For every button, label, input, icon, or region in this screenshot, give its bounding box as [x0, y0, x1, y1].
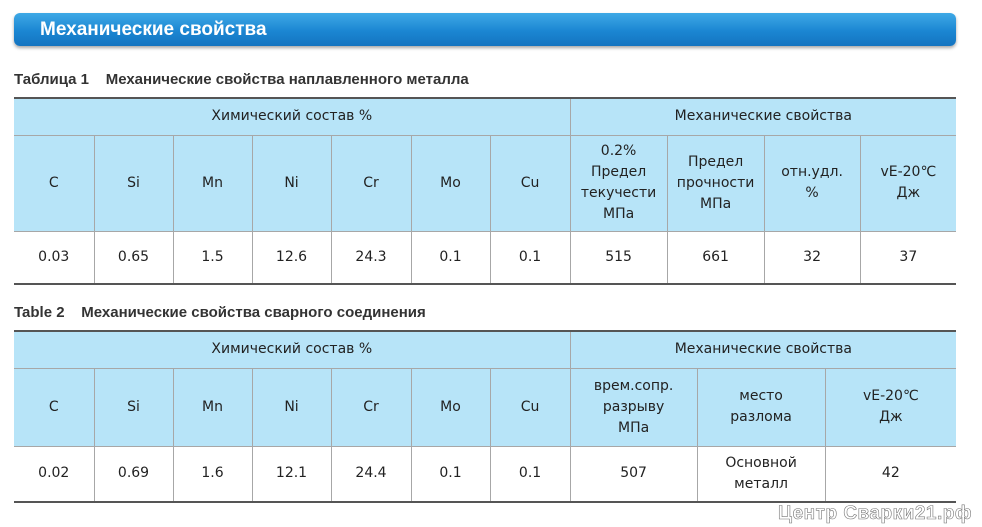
table2-mech-header: врем.сопр. разрыву МПа: [569, 367, 698, 447]
table2-group-row: Химический состав % Механические свойств…: [14, 330, 957, 369]
table1-cell: 661: [666, 230, 765, 285]
table1-cell: 37: [859, 230, 957, 285]
section-banner: Механические свойства: [14, 13, 956, 46]
table2-cell: 0.02: [14, 445, 95, 503]
table1-cell: 24.3: [330, 230, 412, 285]
table1-header-row: C Si Mn Ni Cr Mo Cu 0.2% Предел текучест…: [14, 134, 957, 232]
table2-mech-group-header: Механические свойства: [569, 330, 957, 369]
table1-caption: Таблица 1 Механические свойства наплавле…: [14, 71, 469, 88]
table2-cell: 0.1: [489, 445, 571, 503]
table2-cell: 507: [569, 445, 698, 503]
table1-cell: 1.5: [172, 230, 253, 285]
table1-cell: 0.03: [14, 230, 95, 285]
table1-chem-group-header: Химический состав %: [14, 97, 571, 136]
table2-header-row: C Si Mn Ni Cr Mo Cu врем.сопр. разрыву М…: [14, 367, 957, 447]
table1-col-header: Si: [93, 134, 174, 232]
table1-cell: 0.1: [489, 230, 571, 285]
table1-mech-group-header: Механические свойства: [569, 97, 957, 136]
table1-cell: 0.1: [410, 230, 491, 285]
table1-mech-header: отн.удл. %: [763, 134, 861, 232]
table1-col-header: Cr: [330, 134, 412, 232]
table1-col-header: Mn: [172, 134, 253, 232]
table2-data-row: 0.02 0.69 1.6 12.1 24.4 0.1 0.1 507 Осно…: [14, 445, 957, 503]
table2-cell: 0.1: [410, 445, 491, 503]
site-watermark: Центр Сварки21.рф: [777, 503, 972, 525]
table2-cell: Основной металл: [696, 445, 826, 503]
table1-cell: 0.65: [93, 230, 174, 285]
table2-cell: 1.6: [172, 445, 253, 503]
table1-cell: 515: [569, 230, 668, 285]
table2-col-header: Ni: [251, 367, 332, 447]
table2-chem-group-header: Химический состав %: [14, 330, 571, 369]
table2-cell: 12.1: [251, 445, 332, 503]
table2-col-header: C: [14, 367, 95, 447]
table1: Химический состав % Механические свойств…: [14, 97, 957, 285]
table1-mech-header: Предел прочности МПа: [666, 134, 765, 232]
table2-col-header: Cu: [489, 367, 571, 447]
table2-mech-header: vE-20℃ Дж: [824, 367, 957, 447]
table1-data-row: 0.03 0.65 1.5 12.6 24.3 0.1 0.1 515 661 …: [14, 230, 957, 285]
table2-col-header: Mo: [410, 367, 491, 447]
table1-cell: 12.6: [251, 230, 332, 285]
table2-cell: 24.4: [330, 445, 412, 503]
table1-col-header: Cu: [489, 134, 571, 232]
table2: Химический состав % Механические свойств…: [14, 330, 957, 503]
section-title: Механические свойства: [40, 19, 267, 40]
table2-mech-header: место разлома: [696, 367, 826, 447]
table2-cell: 0.69: [93, 445, 174, 503]
table1-mech-header: vE-20℃ Дж: [859, 134, 957, 232]
table1-group-row: Химический состав % Механические свойств…: [14, 97, 957, 136]
table1-col-header: Ni: [251, 134, 332, 232]
table2-col-header: Cr: [330, 367, 412, 447]
table1-col-header: Mo: [410, 134, 491, 232]
table2-col-header: Si: [93, 367, 174, 447]
table1-mech-header: 0.2% Предел текучести МПа: [569, 134, 668, 232]
table1-cell: 32: [763, 230, 861, 285]
table2-col-header: Mn: [172, 367, 253, 447]
table2-cell: 42: [824, 445, 957, 503]
table2-caption: Table 2 Механические свойства сварного с…: [14, 304, 426, 321]
table1-col-header: C: [14, 134, 95, 232]
